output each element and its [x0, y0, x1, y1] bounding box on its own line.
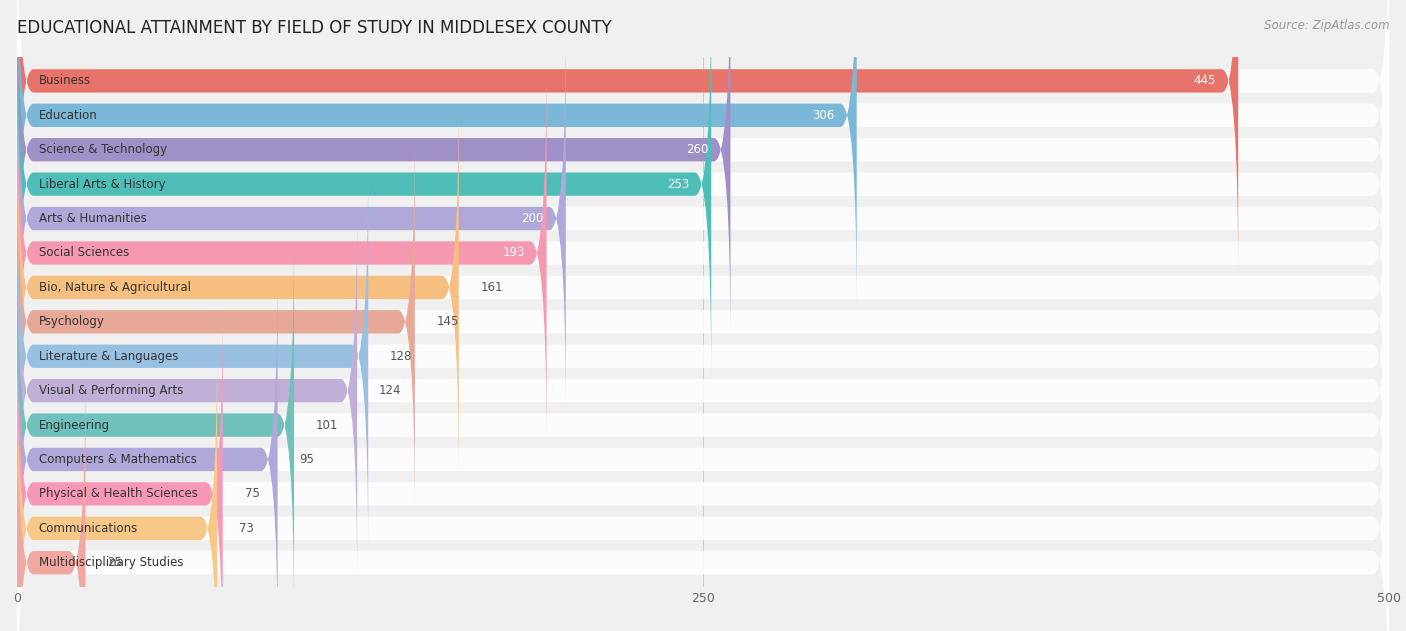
FancyBboxPatch shape [17, 0, 856, 310]
Text: Education: Education [39, 109, 97, 122]
Text: Social Sciences: Social Sciences [39, 247, 129, 259]
Text: 101: 101 [316, 418, 339, 432]
Text: 145: 145 [437, 316, 460, 328]
FancyBboxPatch shape [17, 196, 357, 586]
FancyBboxPatch shape [17, 93, 1389, 482]
FancyBboxPatch shape [17, 127, 1389, 517]
Text: 445: 445 [1194, 74, 1216, 87]
FancyBboxPatch shape [17, 0, 711, 379]
FancyBboxPatch shape [17, 230, 1389, 620]
Text: 25: 25 [107, 557, 122, 569]
FancyBboxPatch shape [17, 162, 1389, 551]
Text: EDUCATIONAL ATTAINMENT BY FIELD OF STUDY IN MIDDLESEX COUNTY: EDUCATIONAL ATTAINMENT BY FIELD OF STUDY… [17, 19, 612, 37]
Text: Literature & Languages: Literature & Languages [39, 350, 179, 363]
FancyBboxPatch shape [17, 162, 368, 551]
Text: Liberal Arts & History: Liberal Arts & History [39, 178, 166, 191]
FancyBboxPatch shape [17, 334, 1389, 631]
FancyBboxPatch shape [17, 0, 1389, 310]
Text: 260: 260 [686, 143, 709, 156]
FancyBboxPatch shape [17, 0, 1389, 276]
Text: 124: 124 [380, 384, 402, 397]
Text: Science & Technology: Science & Technology [39, 143, 167, 156]
FancyBboxPatch shape [17, 368, 1389, 631]
Text: Engineering: Engineering [39, 418, 110, 432]
Text: Computers & Mathematics: Computers & Mathematics [39, 453, 197, 466]
Text: Psychology: Psychology [39, 316, 104, 328]
FancyBboxPatch shape [17, 264, 277, 631]
Text: Bio, Nature & Agricultural: Bio, Nature & Agricultural [39, 281, 191, 294]
FancyBboxPatch shape [17, 24, 565, 413]
FancyBboxPatch shape [17, 24, 1389, 413]
Text: 161: 161 [481, 281, 503, 294]
FancyBboxPatch shape [17, 299, 222, 631]
FancyBboxPatch shape [17, 368, 86, 631]
FancyBboxPatch shape [17, 299, 1389, 631]
Text: Source: ZipAtlas.com: Source: ZipAtlas.com [1264, 19, 1389, 32]
FancyBboxPatch shape [17, 58, 1389, 448]
Text: 306: 306 [813, 109, 835, 122]
Text: 200: 200 [522, 212, 544, 225]
Text: 253: 253 [666, 178, 689, 191]
Text: 75: 75 [245, 487, 260, 500]
Text: Physical & Health Sciences: Physical & Health Sciences [39, 487, 198, 500]
Text: Multidisciplinary Studies: Multidisciplinary Studies [39, 557, 183, 569]
FancyBboxPatch shape [17, 334, 217, 631]
FancyBboxPatch shape [17, 196, 1389, 586]
Text: Arts & Humanities: Arts & Humanities [39, 212, 146, 225]
Text: 73: 73 [239, 522, 254, 535]
Text: 128: 128 [389, 350, 412, 363]
FancyBboxPatch shape [17, 0, 731, 345]
FancyBboxPatch shape [17, 0, 1239, 276]
Text: 95: 95 [299, 453, 315, 466]
FancyBboxPatch shape [17, 127, 415, 517]
FancyBboxPatch shape [17, 93, 458, 482]
FancyBboxPatch shape [17, 0, 1389, 345]
Text: Communications: Communications [39, 522, 138, 535]
FancyBboxPatch shape [17, 58, 547, 448]
Text: 193: 193 [502, 247, 524, 259]
Text: Business: Business [39, 74, 91, 87]
Text: Visual & Performing Arts: Visual & Performing Arts [39, 384, 183, 397]
FancyBboxPatch shape [17, 264, 1389, 631]
FancyBboxPatch shape [17, 230, 294, 620]
FancyBboxPatch shape [17, 0, 1389, 379]
